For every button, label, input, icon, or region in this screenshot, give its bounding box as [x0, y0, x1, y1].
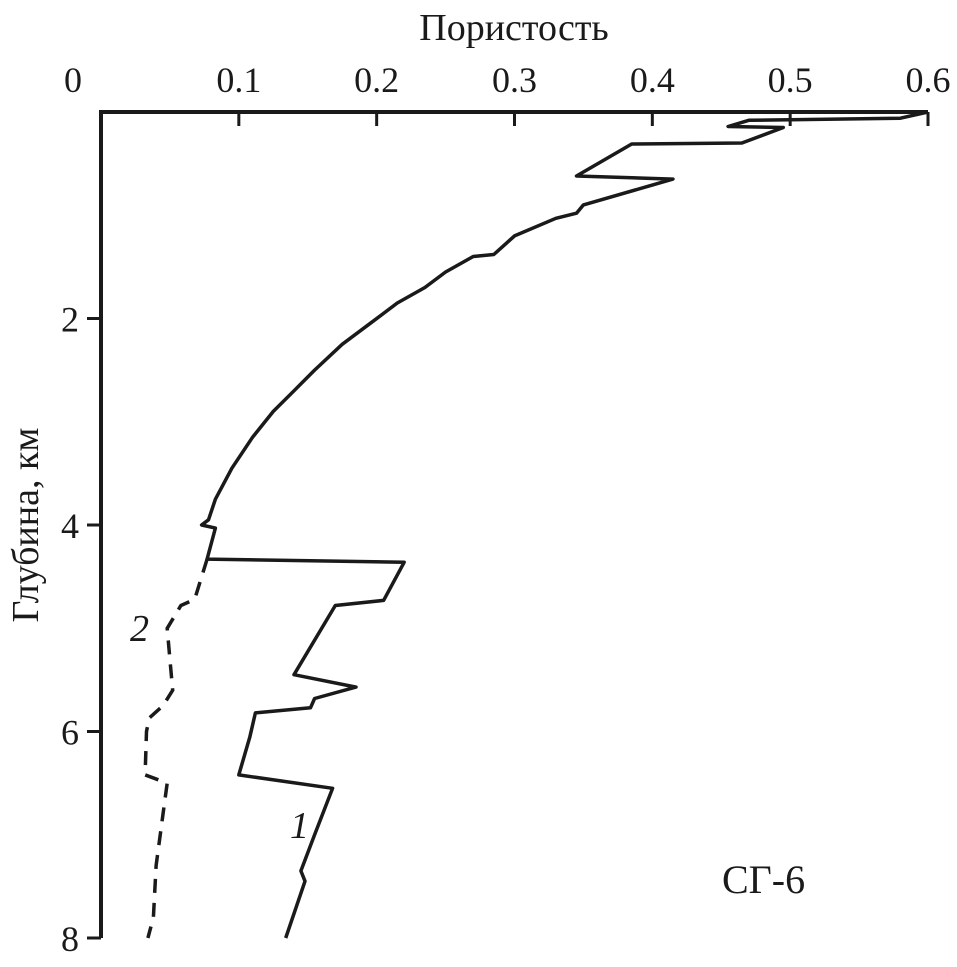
series-1-label: 1	[290, 805, 309, 847]
x-tick-label: 0.5	[768, 60, 813, 100]
y-tick-label: 4	[61, 506, 79, 546]
x-tick-label: 0.1	[216, 60, 261, 100]
well-label: СГ-6	[722, 857, 805, 902]
y-axis-title: Глубина, км	[5, 428, 47, 623]
y-tick-label: 8	[61, 919, 79, 959]
x-tick-label: 0.4	[630, 60, 675, 100]
series-1-line	[199, 110, 929, 939]
y-tick-label: 6	[61, 713, 79, 753]
x-tick-label: 0	[64, 60, 82, 100]
x-tick-label: 0.3	[492, 60, 537, 100]
y-tick-label: 2	[61, 300, 79, 340]
x-axis-title: Пористость	[419, 7, 609, 49]
x-tick-label: 0.2	[354, 60, 399, 100]
series-2-label: 2	[130, 608, 149, 650]
series-2-line	[143, 558, 209, 939]
x-tick-label: 0.6	[906, 60, 951, 100]
